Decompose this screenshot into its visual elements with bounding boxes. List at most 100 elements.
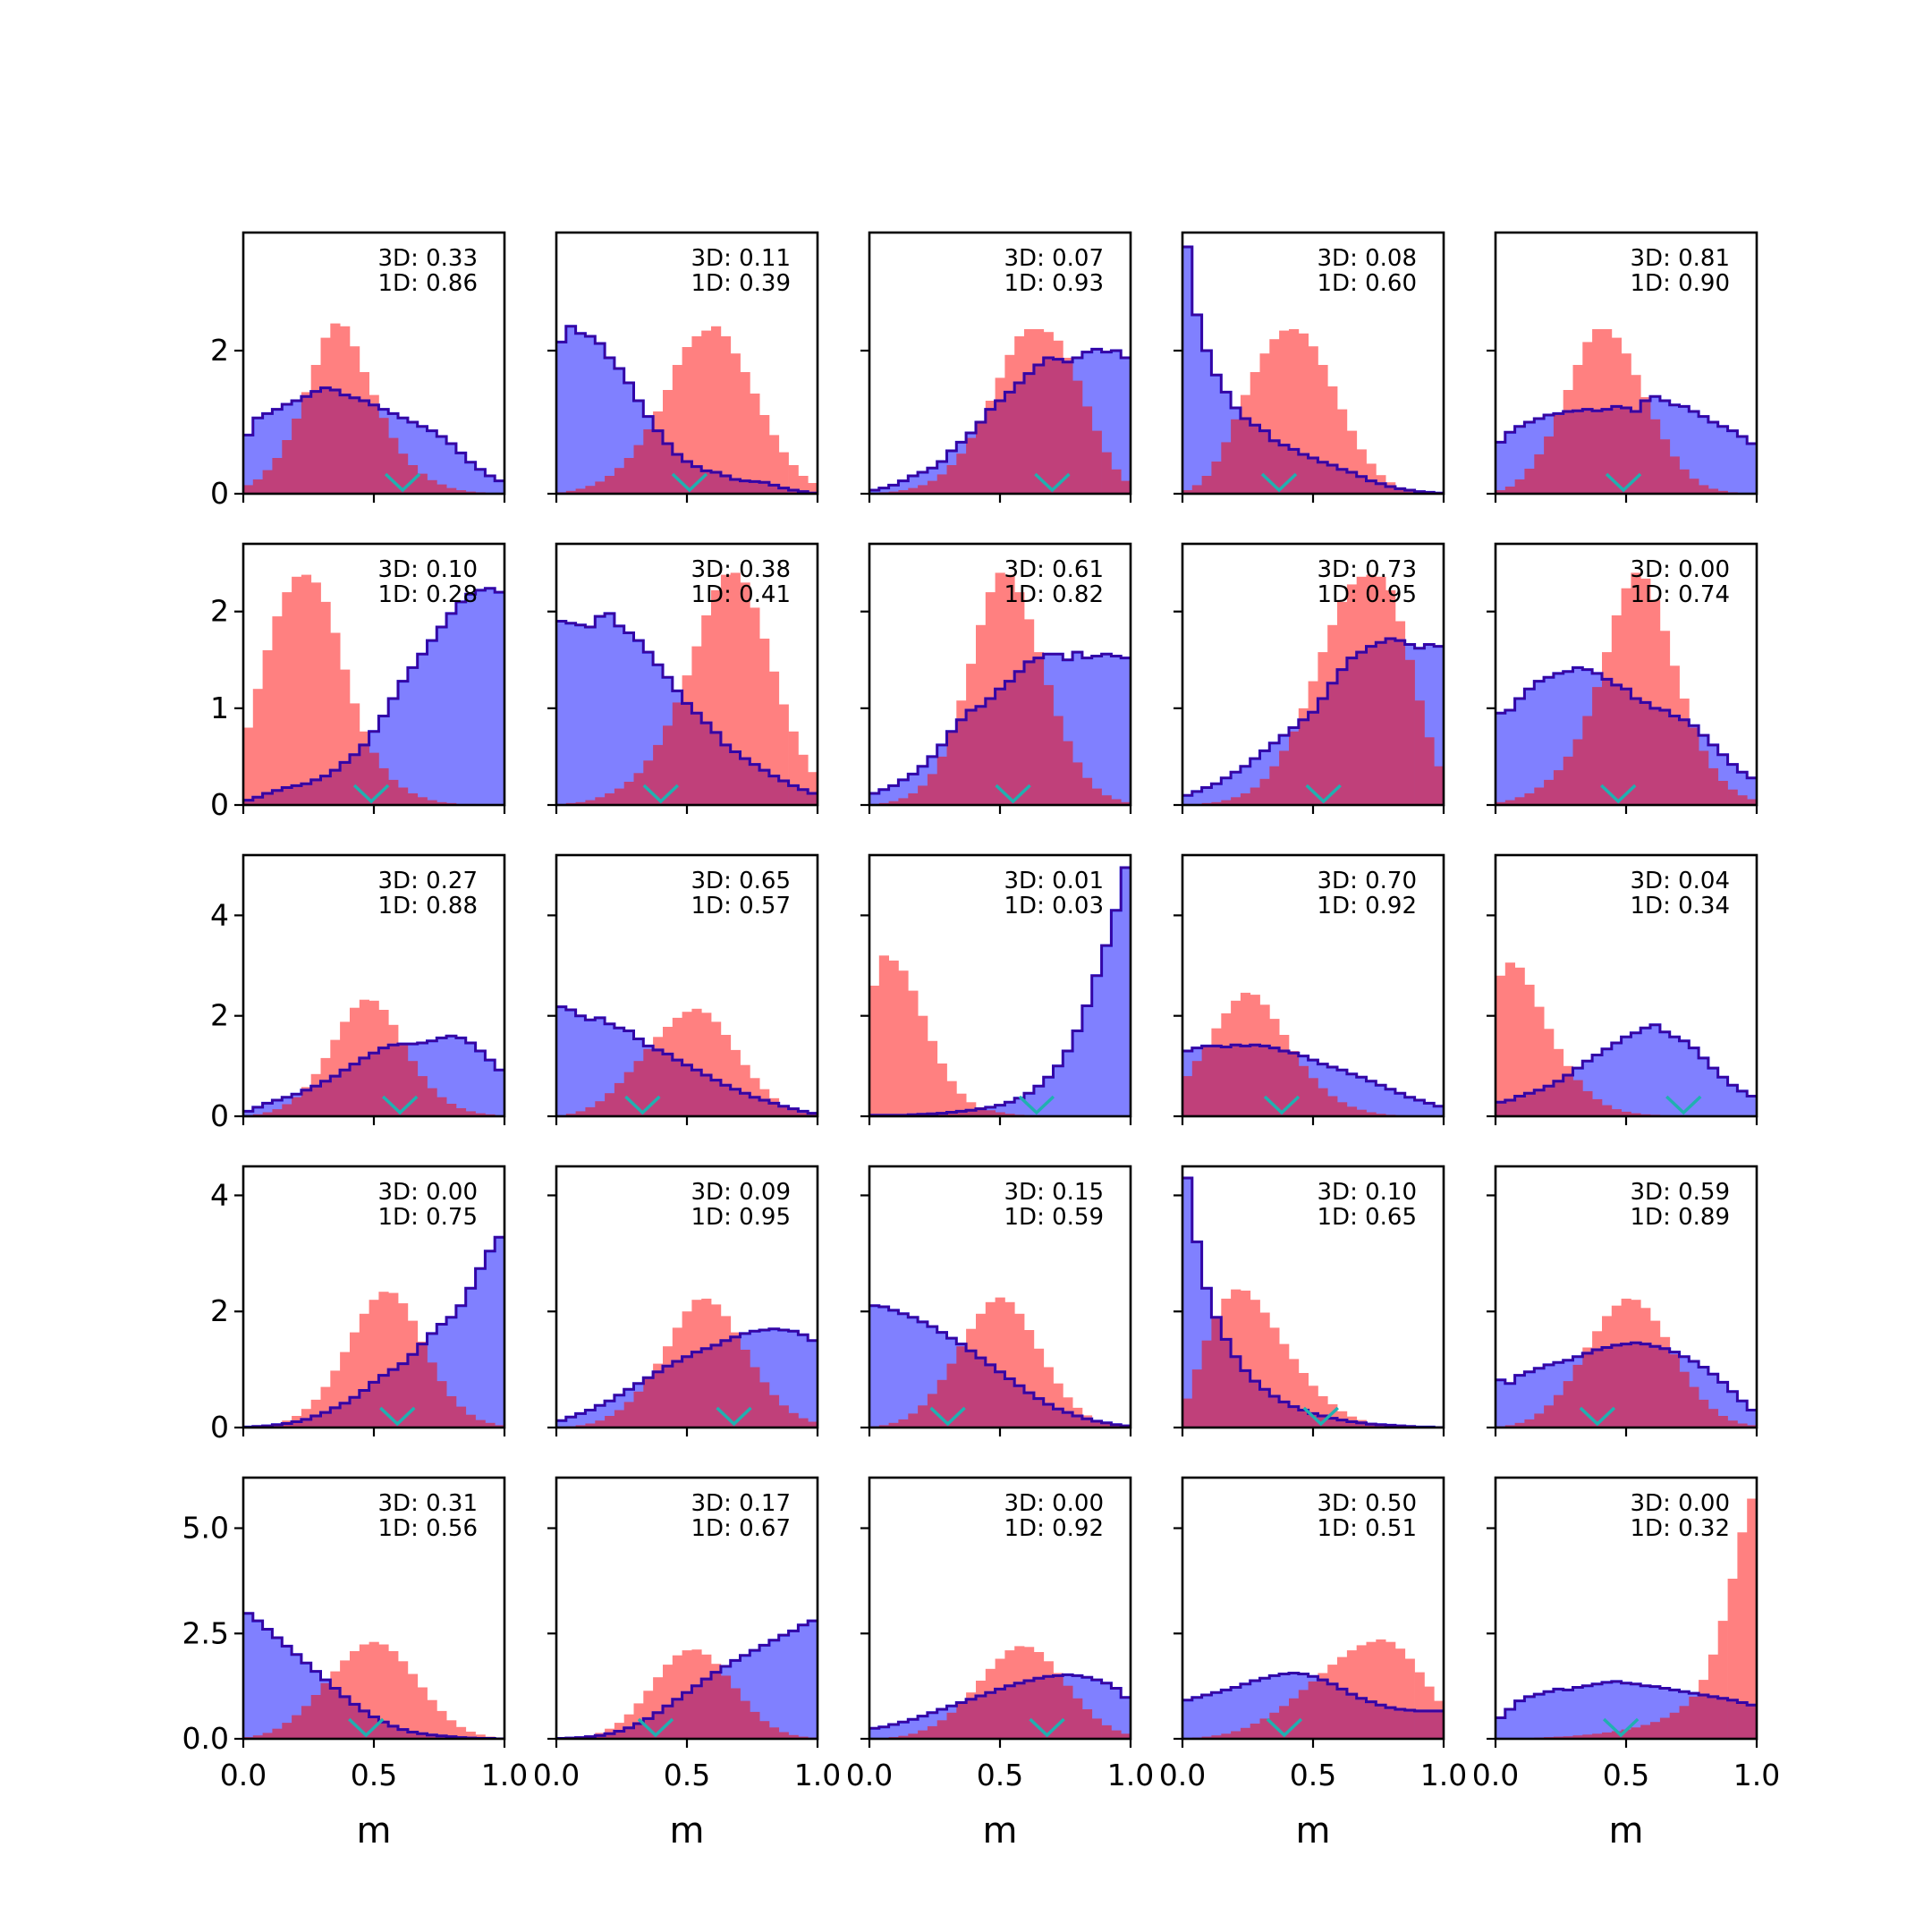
hist-overlap-bar <box>1111 1425 1122 1428</box>
hist-red-bar <box>888 960 899 1115</box>
plot-area <box>1496 1298 1757 1428</box>
hist-overlap-bar <box>730 479 741 494</box>
annotation-3d: 3D: 0.59 <box>1631 1179 1730 1206</box>
hist-overlap-bar <box>730 1089 741 1116</box>
hist-overlap-bar <box>1240 1727 1251 1739</box>
hist-red-bar <box>1269 339 1280 441</box>
hist-red-bar <box>995 572 1005 690</box>
hist-red-bar <box>1592 329 1603 411</box>
hist-red-bar <box>1659 631 1671 710</box>
hist-red-bar <box>1269 1327 1280 1396</box>
hist-overlap-bar <box>788 1109 799 1116</box>
hist-red-bar <box>614 1723 625 1732</box>
hist-overlap-bar <box>1699 485 1709 494</box>
hist-overlap-bar <box>1024 373 1035 494</box>
hist-red-bar <box>1308 346 1318 458</box>
hist-overlap-bar <box>1298 1690 1309 1739</box>
hist-overlap-bar <box>1346 1694 1358 1739</box>
hist-overlap-bar <box>946 1363 957 1428</box>
hist-overlap-bar <box>778 1732 789 1739</box>
hist-red-bar <box>388 1024 399 1046</box>
hist-overlap-bar <box>1504 800 1515 805</box>
y-tick-label: 2.5 <box>182 1615 229 1650</box>
hist-overlap-outline <box>1182 637 1444 797</box>
plot-area <box>1182 992 1444 1116</box>
hist-red-bar <box>691 1008 702 1071</box>
hist-overlap-bar <box>262 1112 273 1116</box>
annotation-3d: 3D: 0.27 <box>378 868 478 894</box>
hist-red-bar <box>750 1078 760 1097</box>
hist-overlap-bar <box>1259 430 1270 494</box>
hist-red-bar <box>691 1300 702 1352</box>
hist-overlap-bar <box>1269 1047 1280 1116</box>
hist-overlap-bar <box>1081 1709 1093 1739</box>
hist-red-bar <box>369 1000 379 1054</box>
hist-overlap-bar <box>1072 1698 1083 1739</box>
hist-red-bar <box>740 372 750 481</box>
hist-red-bar <box>878 955 889 1115</box>
hist-overlap-bar <box>475 1419 486 1428</box>
hist-red-bar <box>388 1292 399 1370</box>
mode-marker <box>379 1406 416 1427</box>
hist-overlap-outline <box>243 386 504 482</box>
hist-overlap-bar <box>575 1425 586 1428</box>
x-axis-label: m <box>357 1810 392 1852</box>
hist-overlap-bar <box>272 790 283 805</box>
y-tick-label: 4 <box>210 897 229 932</box>
hist-overlap-bar <box>1269 440 1280 494</box>
hist-red-bar <box>711 589 722 733</box>
hist-red-bar <box>310 1073 321 1087</box>
hist-overlap-bar <box>1524 793 1535 805</box>
hist-overlap-bar <box>740 480 750 494</box>
hist-overlap-bar <box>936 474 947 494</box>
hist-red-bar <box>1414 1672 1425 1711</box>
hist-overlap-bar <box>1689 1696 1699 1739</box>
annotation-3d: 3D: 0.09 <box>691 1179 791 1206</box>
hist-overlap-bar <box>369 404 379 494</box>
hist-overlap-bar <box>1004 392 1015 494</box>
hist-overlap-bar <box>1182 490 1193 494</box>
hist-overlap-bar <box>663 725 674 805</box>
hist-overlap-bar <box>1366 1112 1377 1116</box>
hist-red-bar <box>1563 1065 1573 1075</box>
hist-overlap-bar <box>976 1696 987 1739</box>
hist-red-bar <box>1231 1289 1241 1357</box>
hist-overlap-bar <box>310 1416 321 1428</box>
hist-overlap-bar <box>340 1070 351 1116</box>
hist-overlap-bar <box>1063 741 1073 805</box>
hist-overlap-bar <box>1553 1394 1564 1428</box>
hist-red-bar <box>340 1660 351 1697</box>
hist-red-bar <box>1602 652 1613 680</box>
x-tick-label: 1.0 <box>1420 1758 1467 1792</box>
hist-red-bar <box>1631 1300 1641 1343</box>
hist-overlap-outline <box>556 1005 818 1114</box>
hist-overlap-bar <box>663 444 674 494</box>
hist-overlap-bar <box>768 1103 780 1116</box>
hist-red-bar <box>301 574 312 784</box>
hist-overlap-bar <box>1621 1729 1631 1739</box>
hist-overlap-bar <box>388 779 399 805</box>
hist-overlap-bar <box>1240 1370 1251 1428</box>
hist-overlap-bar <box>927 1725 938 1739</box>
hist-overlap-bar <box>956 1703 967 1739</box>
hist-red-bar <box>1582 1347 1593 1353</box>
hist-overlap-bar <box>1063 1412 1073 1428</box>
hist-overlap-outline <box>869 1304 1131 1428</box>
hist-overlap-bar <box>1707 767 1719 805</box>
hist-overlap-bar <box>1024 1681 1035 1739</box>
annotation-1d: 1D: 0.39 <box>691 270 791 297</box>
hist-overlap-bar <box>1689 727 1699 805</box>
mode-marker <box>637 1717 674 1738</box>
hist-overlap-bar <box>1043 358 1054 494</box>
hist-red-bar <box>1376 576 1386 643</box>
hist-overlap-bar <box>1356 1698 1367 1739</box>
hist-overlap-bar <box>1337 669 1348 805</box>
hist-overlap-bar <box>605 1416 615 1428</box>
hist-overlap-bar <box>1563 1075 1573 1116</box>
hist-red-bar <box>359 1644 369 1711</box>
